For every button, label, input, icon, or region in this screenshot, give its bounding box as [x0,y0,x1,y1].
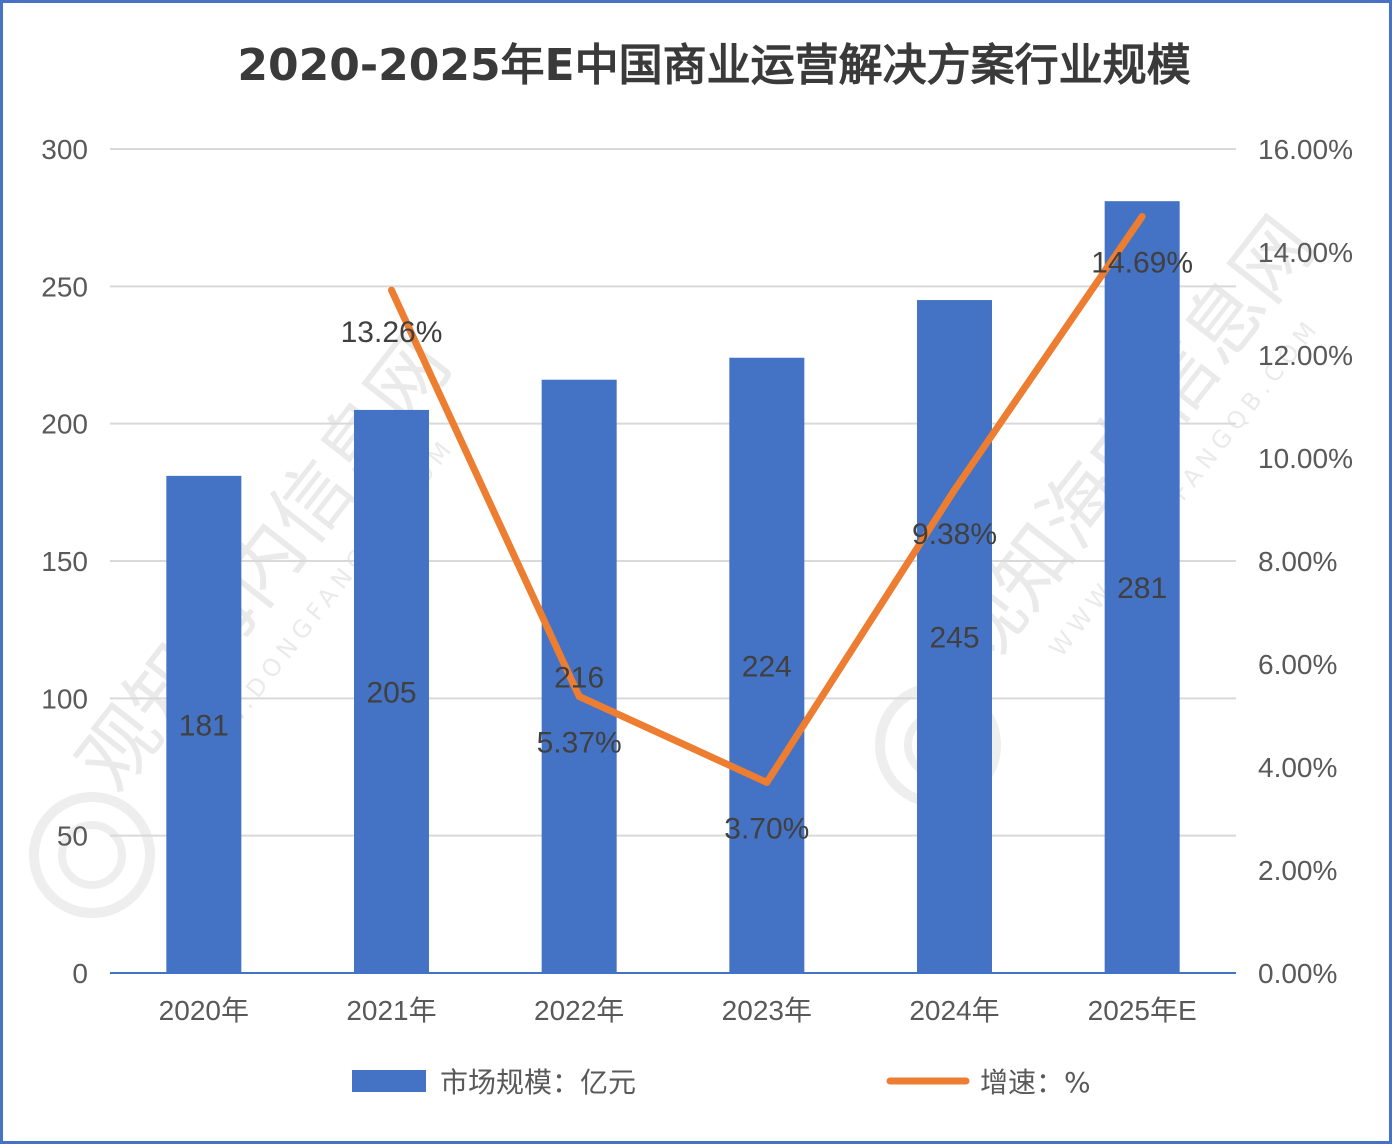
left-tick-label: 150 [41,546,88,577]
right-tick-label: 6.00% [1258,649,1337,680]
category-label: 2024年 [909,995,999,1026]
right-tick-label: 0.00% [1258,958,1337,989]
right-tick-label: 10.00% [1258,443,1353,474]
line-data-label: 3.70% [724,812,809,845]
bar [1104,201,1180,974]
right-tick-label: 14.00% [1258,237,1353,268]
category-label: 2023年 [722,995,812,1026]
right-tick-label: 4.00% [1258,752,1337,783]
bar-data-label: 181 [179,709,229,742]
bar-data-label: 216 [554,661,604,694]
left-tick-label: 300 [41,134,88,165]
gridlines [110,148,1236,837]
category-label: 2022年 [534,995,624,1026]
legend: 市场规模：亿元 增速：% [352,1066,1091,1099]
left-tick-label: 100 [41,683,88,714]
bar-data-label: 205 [366,676,416,709]
watermark-left: 观知海内信息网 WWW.DONGFANGQB.COM [61,321,468,807]
left-tick-label: 250 [41,271,88,302]
line-data-labels: 13.26% 5.37% 3.70% 9.38% 14.69% [341,246,1193,845]
bar [729,357,805,973]
watermark-logo-left [29,792,155,918]
right-tick-label: 2.00% [1258,855,1337,886]
right-tick-label: 8.00% [1258,546,1337,577]
left-tick-label: 200 [41,409,88,440]
line-data-label: 13.26% [341,316,443,349]
left-axis-ticks: 0 50 100 150 200 250 300 [41,134,88,989]
bar [166,475,242,973]
right-axis-ticks: 0.00% 2.00% 4.00% 6.00% 8.00% 10.00% 12.00% 14.… [1258,134,1353,989]
line-data-label: 9.38% [912,518,997,551]
bar-data-labels: 181 205 216 224 245 281 [179,572,1167,742]
left-tick-label: 50 [57,821,88,852]
category-labels: 2020年 2021年 2022年 2023年 2024年 2025年E [159,995,1197,1026]
left-tick-label: 0 [72,958,88,989]
bar-data-label: 245 [929,622,979,655]
category-label: 2020年 [159,995,249,1026]
bar [917,300,992,974]
category-label: 2021年 [346,995,436,1026]
chart-title: 2020-2025年E中国商业运营解决方案行业规模 [237,40,1190,91]
line-series [388,212,1146,786]
bar [354,409,429,973]
bar-series [166,201,1180,974]
legend-label-bar: 市场规模：亿元 [440,1066,636,1099]
legend-label-line: 增速：% [980,1066,1091,1099]
bar [541,379,617,974]
bar-data-label: 224 [742,650,792,683]
line-data-label: 14.69% [1091,246,1193,279]
line-data-label: 5.37% [537,726,622,759]
legend-swatch-bar [352,1070,426,1092]
growth-line [388,212,1146,786]
right-tick-label: 12.00% [1258,340,1353,371]
right-tick-label: 16.00% [1258,134,1353,165]
bar-data-label: 281 [1117,572,1167,605]
category-label: 2025年E [1088,995,1197,1026]
